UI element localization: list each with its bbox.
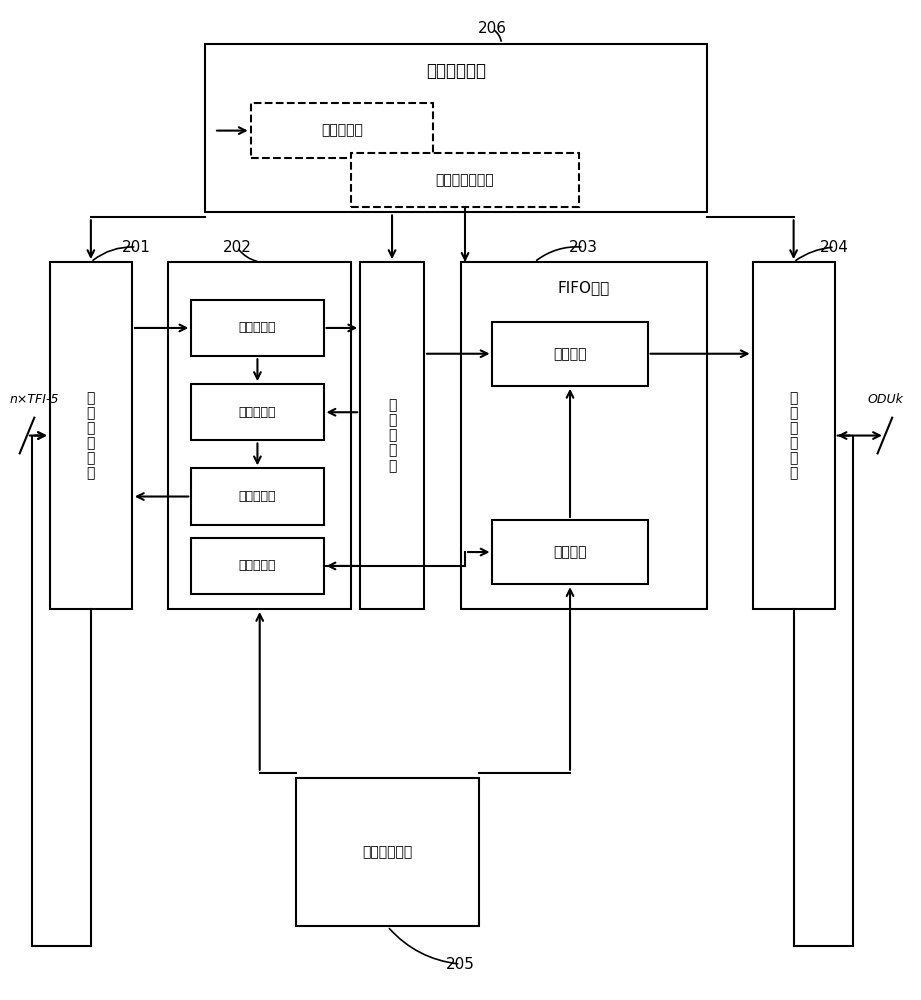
- Text: 容量判断子单元: 容量判断子单元: [436, 173, 495, 187]
- Text: FIFO单元: FIFO单元: [557, 280, 610, 295]
- Bar: [493, 520, 647, 584]
- Text: 第一端口: 第一端口: [554, 545, 587, 559]
- Text: 数
据
组
装
单
元: 数 据 组 装 单 元: [789, 391, 798, 480]
- Bar: [251, 103, 433, 158]
- Bar: [192, 468, 323, 525]
- Bar: [169, 262, 351, 609]
- Bar: [493, 322, 647, 386]
- Text: 反馈子单元: 反馈子单元: [239, 490, 276, 503]
- Text: 204: 204: [821, 240, 849, 255]
- Bar: [360, 262, 424, 609]
- Text: 定位子单元: 定位子单元: [239, 406, 276, 419]
- Text: 核心控制单元: 核心控制单元: [426, 62, 486, 80]
- Text: 时钟控制单元: 时钟控制单元: [362, 845, 413, 859]
- Text: 第二端口: 第二端口: [554, 347, 587, 361]
- Bar: [50, 262, 132, 609]
- Text: 判断子单元: 判断子单元: [321, 124, 363, 138]
- Text: 写入子单元: 写入子单元: [239, 559, 276, 572]
- Text: 201: 201: [122, 240, 151, 255]
- Bar: [297, 778, 479, 926]
- Bar: [192, 538, 323, 594]
- Text: 205: 205: [446, 957, 475, 972]
- Bar: [351, 153, 579, 207]
- Text: 202: 202: [223, 240, 251, 255]
- Text: ODUk: ODUk: [868, 393, 904, 406]
- Text: 数
据
输
入
单
元: 数 据 输 入 单 元: [87, 391, 95, 480]
- Text: 接收子单元: 接收子单元: [239, 321, 276, 334]
- Text: 206: 206: [478, 21, 507, 36]
- Text: 帧
定
位
单
元: 帧 定 位 单 元: [388, 398, 396, 473]
- Bar: [205, 44, 707, 212]
- Text: 203: 203: [569, 240, 599, 255]
- Bar: [192, 384, 323, 440]
- Bar: [460, 262, 707, 609]
- Text: n×TFI-5: n×TFI-5: [9, 393, 59, 406]
- Bar: [752, 262, 834, 609]
- Bar: [192, 300, 323, 356]
